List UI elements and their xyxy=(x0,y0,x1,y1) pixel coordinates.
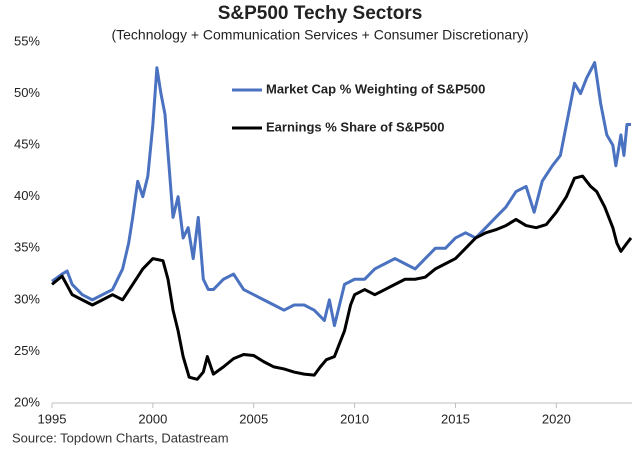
y-tick-label: 50% xyxy=(14,85,40,100)
series-line xyxy=(51,61,631,328)
y-tick-label: 30% xyxy=(14,291,40,306)
x-tick-label: 2015 xyxy=(441,411,470,426)
x-tick-label: 1995 xyxy=(38,411,67,426)
x-tick-label: 2005 xyxy=(239,411,268,426)
legend-label: Market Cap % Weighting of S&P500 xyxy=(266,81,485,96)
y-tick-label: 25% xyxy=(14,343,40,358)
chart-title: S&P500 Techy Sectors xyxy=(218,3,423,24)
y-tick-label: 20% xyxy=(14,394,40,409)
x-tick-label: 2000 xyxy=(138,411,167,426)
x-tick-label: 2010 xyxy=(340,411,369,426)
y-tick-label: 40% xyxy=(14,188,40,203)
y-tick-label: 55% xyxy=(14,33,40,48)
source-note: Source: Topdown Charts, Datastream xyxy=(12,430,229,445)
x-tick-label: 2020 xyxy=(542,411,571,426)
y-tick-label: 35% xyxy=(14,240,40,255)
legend-label: Earnings % Share of S&P500 xyxy=(266,119,444,134)
y-tick-label: 45% xyxy=(14,137,40,152)
series-line xyxy=(51,174,633,381)
chart-subtitle: (Technology + Communication Services + C… xyxy=(111,27,528,43)
